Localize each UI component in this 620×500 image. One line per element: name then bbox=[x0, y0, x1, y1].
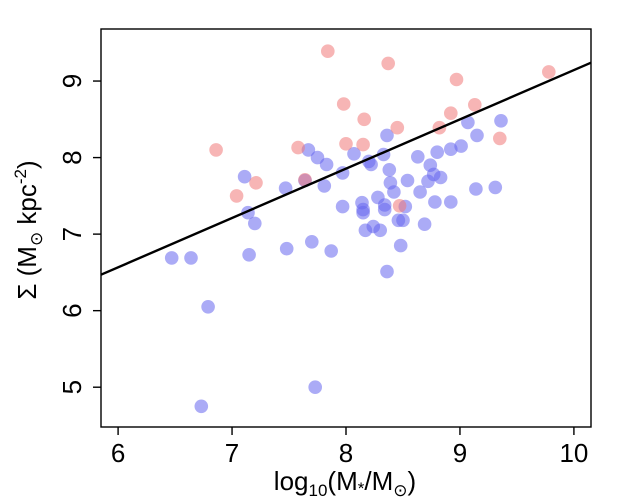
blue-point bbox=[400, 173, 415, 188]
blue-point bbox=[433, 170, 448, 185]
blue-point bbox=[335, 199, 350, 214]
y-tick-label: 9 bbox=[57, 74, 87, 88]
red-point bbox=[357, 112, 372, 127]
x-title-sub: 10 bbox=[309, 481, 328, 500]
blue-point bbox=[308, 380, 323, 395]
red-point bbox=[291, 140, 305, 155]
blue-point bbox=[393, 238, 408, 253]
x-tick-label: 10 bbox=[559, 438, 588, 468]
x-tick-label: 8 bbox=[339, 438, 353, 468]
blue-point bbox=[430, 145, 445, 159]
red-point bbox=[444, 106, 458, 120]
red-point bbox=[209, 143, 223, 157]
blue-point bbox=[356, 205, 370, 220]
y-title-unit: kpc bbox=[12, 184, 42, 232]
y-title-sun: ⊙ bbox=[27, 232, 46, 246]
blue-point bbox=[461, 115, 475, 130]
x-title-sun: ⊙ bbox=[393, 481, 407, 500]
x-title-base: log bbox=[274, 466, 309, 496]
blue-point bbox=[248, 216, 262, 231]
blue-point bbox=[364, 157, 378, 172]
red-point bbox=[449, 72, 464, 87]
blue-point bbox=[324, 244, 339, 258]
red-point bbox=[339, 137, 353, 151]
y-title-open: (M bbox=[12, 246, 42, 284]
blue-point bbox=[470, 128, 484, 143]
blue-point bbox=[444, 142, 458, 156]
blue-point bbox=[242, 248, 256, 262]
red-point bbox=[381, 56, 396, 71]
y-axis: 5 6 7 8 9 bbox=[57, 74, 101, 394]
y-tick-label: 7 bbox=[57, 227, 87, 241]
blue-point bbox=[164, 251, 179, 265]
red-point bbox=[298, 173, 312, 187]
blue-point bbox=[454, 139, 468, 153]
blue-point bbox=[380, 264, 394, 279]
red-point bbox=[321, 44, 335, 58]
x-title-body: (M bbox=[327, 466, 357, 496]
y-tick-label: 8 bbox=[57, 150, 87, 164]
x-title-close: ) bbox=[408, 466, 417, 496]
x-axis: 6 7 8 9 10 bbox=[111, 427, 588, 468]
blue-point bbox=[488, 180, 503, 195]
y-title-sym: Σ bbox=[12, 284, 42, 300]
red-point bbox=[356, 137, 370, 152]
red-point bbox=[390, 120, 405, 135]
y-tick-label: 6 bbox=[57, 303, 87, 317]
blue-point bbox=[444, 195, 458, 209]
blue-point bbox=[380, 128, 394, 143]
blue-point bbox=[319, 157, 334, 172]
blue-point bbox=[396, 213, 410, 228]
blue-point bbox=[184, 251, 198, 265]
x-title-star: * bbox=[358, 479, 365, 498]
blue-point bbox=[417, 217, 432, 231]
x-tick-label: 7 bbox=[225, 438, 239, 468]
x-axis-title: log10(M*/M⊙) bbox=[274, 466, 416, 500]
blue-point bbox=[279, 241, 294, 256]
blue-point bbox=[373, 223, 388, 238]
red-point bbox=[392, 199, 407, 213]
blue-point bbox=[237, 169, 252, 184]
blue-point bbox=[301, 143, 316, 157]
blue-point bbox=[317, 179, 332, 193]
blue-point bbox=[413, 185, 427, 199]
blue-point bbox=[377, 202, 392, 217]
blue-point bbox=[278, 181, 293, 195]
blue-point bbox=[382, 163, 397, 177]
blue-point bbox=[305, 235, 319, 249]
y-title-sup: -2 bbox=[11, 169, 30, 184]
red-point bbox=[336, 97, 351, 111]
y-tick-label: 5 bbox=[57, 380, 87, 394]
red-point bbox=[468, 98, 482, 112]
blue-point bbox=[347, 147, 361, 161]
blue-point bbox=[411, 150, 425, 164]
x-tick-label: 6 bbox=[111, 438, 125, 468]
red-point bbox=[542, 65, 556, 79]
plot-frame bbox=[100, 28, 592, 428]
red-point bbox=[249, 176, 263, 190]
points-layer bbox=[164, 44, 556, 414]
red-point bbox=[229, 189, 244, 203]
blue-point bbox=[201, 300, 215, 314]
blue-point bbox=[469, 182, 483, 196]
fit-line bbox=[100, 61, 592, 276]
y-axis-title: Σ (M⊙ kpc-2) bbox=[11, 160, 46, 299]
x-tick-label: 9 bbox=[453, 438, 467, 468]
blue-point bbox=[387, 185, 401, 199]
blue-point bbox=[194, 399, 209, 414]
x-title-slash: /M bbox=[364, 466, 393, 496]
red-point bbox=[493, 131, 507, 146]
y-title-close: ) bbox=[12, 160, 42, 169]
blue-point bbox=[494, 114, 508, 128]
blue-point bbox=[428, 195, 442, 209]
